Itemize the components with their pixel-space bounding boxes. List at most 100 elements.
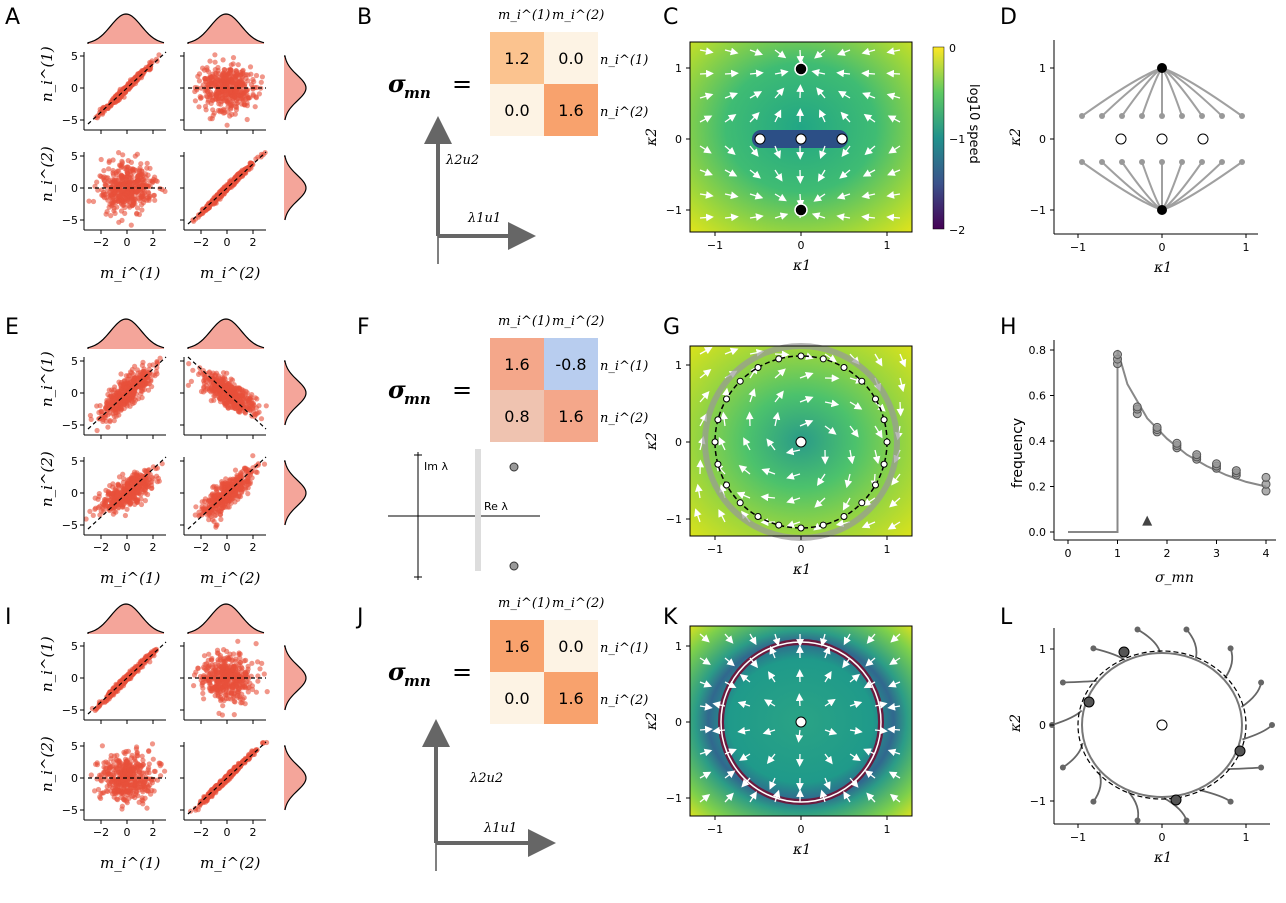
scatter-point: [222, 683, 228, 689]
scatter-point: [116, 787, 122, 793]
scatter-point: [201, 653, 208, 659]
scatter-point: [127, 175, 133, 181]
scatter-point: [117, 501, 123, 507]
scatter-point: [139, 371, 145, 377]
scatter-point: [151, 192, 157, 199]
tick-label: −2: [193, 236, 209, 249]
scatter-point: [191, 683, 197, 689]
scatter-point: [116, 187, 122, 193]
scatter-point: [220, 703, 226, 709]
scatter-point: [144, 165, 150, 171]
scatter-point: [97, 772, 103, 778]
scatter-point: [242, 701, 248, 707]
xlabel-m: m_i^(1): [100, 264, 160, 282]
scatter-point: [219, 492, 225, 498]
marginal-histogram: [87, 13, 165, 44]
scatter-point: [144, 658, 150, 664]
scatter-point: [87, 508, 93, 514]
scatter-point: [98, 778, 105, 784]
scatter-point: [142, 498, 148, 504]
scatter-point: [253, 641, 259, 647]
scatter-point: [145, 387, 152, 393]
scatter-point: [121, 476, 127, 482]
scatter-point: [207, 380, 213, 387]
scatter-point: [225, 493, 231, 499]
scatter-point: [200, 690, 206, 697]
scatter-subplot: 50−5−2 0 2: [62, 455, 167, 554]
scatter-point: [146, 63, 152, 69]
tick-label: −5: [62, 804, 78, 817]
scatter-point: [92, 506, 98, 512]
scatter-point: [127, 182, 133, 188]
scatter-point: [218, 516, 224, 523]
scatter-point: [243, 388, 249, 394]
scatter-point: [94, 427, 100, 434]
tick-label: 5: [71, 740, 78, 753]
xlabel-m: m_i^(2): [200, 569, 260, 587]
scatter-point: [247, 680, 253, 686]
scatter-point: [225, 504, 231, 510]
scatter-point: [193, 669, 199, 675]
marginal-histogram: [187, 318, 265, 349]
scatter-point: [139, 207, 145, 213]
scatter-point: [209, 91, 215, 97]
scatter-point: [114, 765, 120, 772]
scatter-point: [120, 485, 126, 491]
scatter-point: [122, 797, 128, 803]
scatter-point: [237, 473, 243, 479]
tick-label: −2: [93, 826, 109, 839]
scatter-point: [137, 774, 144, 780]
scatter-point: [131, 375, 137, 381]
scatter-point: [219, 188, 225, 194]
scatter-point: [146, 765, 152, 771]
scatter-subplot: −2 0 2: [180, 739, 270, 839]
scatter-point: [256, 403, 262, 409]
panel-letter: J: [355, 605, 364, 630]
scatter-point: [138, 391, 144, 397]
ylabel-n: n_i^(1): [38, 636, 56, 692]
tick-label: 0: [224, 236, 231, 249]
tick-label: −5: [62, 214, 78, 227]
scatter-point: [146, 377, 152, 383]
scatter-point: [250, 76, 256, 83]
scatter-point: [232, 405, 238, 411]
scatter-point: [101, 499, 107, 505]
scatter-point: [131, 755, 137, 761]
scatter-point: [153, 465, 159, 472]
scatter-point: [121, 749, 127, 755]
scatter-point: [107, 503, 113, 509]
tick-label: 0: [124, 541, 131, 554]
scatter-point: [223, 476, 229, 482]
scatter-point: [190, 367, 196, 373]
scatter-point: [110, 170, 116, 176]
panel-letter: F: [357, 315, 370, 340]
scatter-point: [254, 396, 260, 402]
scatter-point: [137, 381, 143, 387]
scatter-point: [200, 685, 206, 691]
scatter-point: [201, 696, 207, 702]
scatter-point: [256, 91, 262, 97]
scatter-point: [88, 772, 94, 778]
scatter-point: [107, 692, 113, 698]
scatter-point: [142, 779, 148, 786]
scatter-point: [132, 763, 138, 769]
scatter-point: [239, 668, 245, 674]
scatter-point: [111, 208, 117, 214]
scatter-point: [146, 748, 152, 755]
scatter-point: [101, 168, 107, 174]
marginal-histogram: [187, 603, 265, 634]
scatter-point: [116, 492, 122, 499]
scatter-point: [131, 781, 137, 787]
scatter-point: [215, 67, 221, 74]
scatter-point: [125, 198, 131, 205]
scatter-point: [192, 98, 198, 104]
scatter-point: [213, 92, 219, 98]
scatter-point: [133, 746, 139, 752]
scatter-point: [113, 197, 119, 203]
scatter-point: [156, 52, 162, 58]
scatter-point: [96, 493, 102, 499]
scatter-point: [258, 416, 265, 422]
scatter-point: [200, 680, 206, 686]
scatter-point: [223, 382, 229, 389]
scatter-point: [249, 660, 255, 666]
